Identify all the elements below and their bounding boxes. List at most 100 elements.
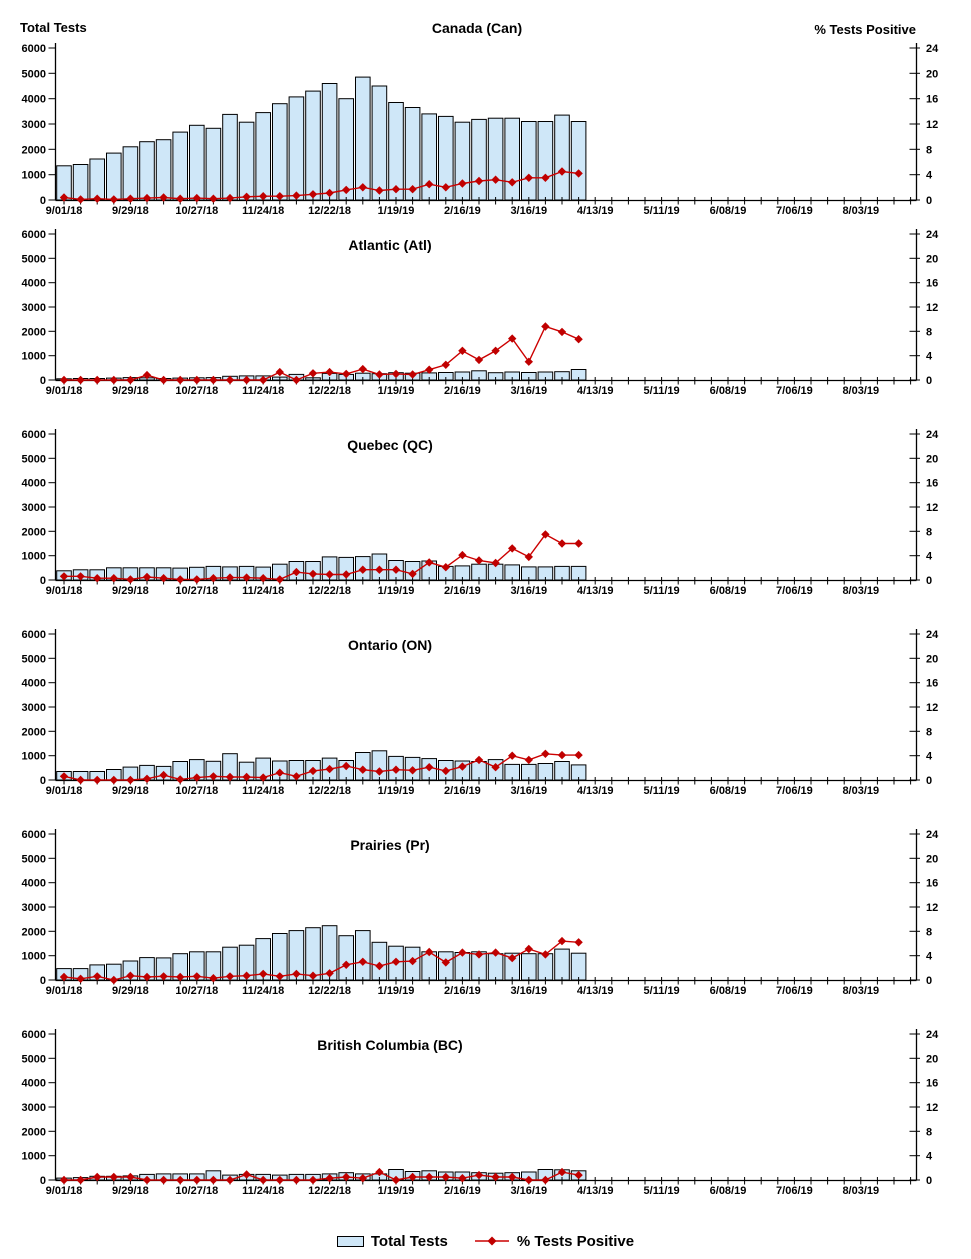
x-tick-label: 6/08/19 xyxy=(710,585,747,597)
x-tick-label: 2/16/19 xyxy=(444,785,481,797)
bar xyxy=(487,953,504,981)
x-tick-label: 4/13/19 xyxy=(577,785,614,797)
marker-diamond-icon xyxy=(176,972,185,982)
left-tick-label: 2000 xyxy=(22,726,46,738)
legend-bar-swatch xyxy=(336,1235,364,1247)
left-tick-label: 5000 xyxy=(22,1053,46,1065)
x-tick-label: 8/03/19 xyxy=(842,785,879,797)
x-tick-label: 6/08/19 xyxy=(710,785,747,797)
x-tick-label: 1/19/19 xyxy=(378,785,415,797)
bar xyxy=(172,131,188,201)
bar xyxy=(537,121,554,201)
legend-pct-positive-label: % Tests Positive xyxy=(516,1232,635,1250)
right-axis: 24 20 16 12 8 4 0 xyxy=(909,229,939,387)
marker-diamond-icon xyxy=(259,375,268,385)
marker-diamond-icon xyxy=(541,749,550,758)
bars-series xyxy=(56,750,587,781)
right-tick-label: 24 xyxy=(926,429,939,441)
x-tick-label: 12/22/18 xyxy=(308,385,351,397)
marker-diamond-icon xyxy=(225,972,235,981)
marker-diamond-icon xyxy=(474,556,484,565)
bar xyxy=(222,113,238,201)
marker-diamond-icon xyxy=(176,775,185,784)
x-tick-label: 11/24/18 xyxy=(242,985,284,997)
marker-diamond-icon xyxy=(491,346,500,355)
pct-positive-markers xyxy=(59,167,583,204)
marker-diamond-icon xyxy=(557,327,567,337)
marker-diamond-icon xyxy=(508,751,517,760)
chart-panel-prairies: 9/01/18 9/29/18 10/27/18 11/24/18 12/22/18 1/… xyxy=(22,829,939,997)
x-tick-label: 9/29/18 xyxy=(112,985,149,997)
marker-diamond-icon xyxy=(524,755,533,765)
marker-diamond-icon xyxy=(159,972,168,981)
left-tick-label: 5000 xyxy=(22,68,46,80)
marker-diamond-icon xyxy=(441,183,450,192)
marker-diamond-icon xyxy=(524,173,533,182)
chart-legend: Total Tests % Tests Positive xyxy=(0,1224,971,1258)
x-tick-label: 10/27/18 xyxy=(175,1185,218,1197)
marker-diamond-icon xyxy=(574,335,583,344)
x-tick-label: 6/08/19 xyxy=(710,205,747,217)
left-axis: 6000 5000 4000 3000 2000 1000 0 xyxy=(22,829,57,987)
right-tick-label: 24 xyxy=(926,629,939,641)
right-tick-label: 4 xyxy=(926,170,933,182)
x-tick-label: 5/11/19 xyxy=(644,1185,680,1197)
left-tick-label: 2000 xyxy=(22,926,46,938)
marker-diamond-icon xyxy=(391,1175,401,1185)
marker-diamond-icon xyxy=(159,193,168,202)
right-tick-label: 16 xyxy=(926,94,938,106)
bar xyxy=(521,121,537,201)
right-tick-label: 16 xyxy=(926,678,938,690)
left-tick-label: 3000 xyxy=(22,502,46,514)
right-tick-label: 8 xyxy=(926,1126,932,1138)
right-tick-label: 16 xyxy=(926,478,938,490)
right-tick-label: 12 xyxy=(926,119,938,131)
marker-diamond-icon xyxy=(209,375,218,385)
bars-series xyxy=(56,925,587,981)
x-tick-label: 8/03/19 xyxy=(842,1185,879,1197)
right-tick-label: 4 xyxy=(926,751,933,763)
x-tick-label: 9/01/18 xyxy=(46,1185,83,1197)
marker-diamond-icon xyxy=(242,192,251,201)
left-tick-label: 2000 xyxy=(22,144,46,156)
x-tick-label: 5/11/19 xyxy=(644,985,680,997)
marker-diamond-icon xyxy=(59,772,69,781)
right-axis: 24 20 16 12 8 4 0 xyxy=(909,1029,939,1187)
marker-diamond-icon xyxy=(441,1172,450,1182)
x-tick-label: 9/29/18 xyxy=(112,205,149,217)
marker-diamond-icon xyxy=(76,572,85,581)
marker-diamond-icon xyxy=(59,375,69,385)
chart-panel-atlantic: 9/01/18 9/29/18 10/27/18 11/24/18 12/22/18 1/… xyxy=(22,229,939,397)
marker-diamond-icon xyxy=(574,938,583,947)
chart-title: British Columbia (BC) xyxy=(317,1037,462,1053)
marker-diamond-icon xyxy=(358,957,367,966)
marker-diamond-icon xyxy=(192,193,201,203)
marker-diamond-icon xyxy=(375,1167,384,1177)
right-tick-label: 8 xyxy=(926,144,932,156)
x-tick-label: 2/16/19 xyxy=(444,985,481,997)
right-tick-label: 0 xyxy=(926,975,932,987)
marker-diamond-icon xyxy=(474,1170,484,1180)
marker-diamond-icon xyxy=(76,375,85,385)
marker-diamond-icon xyxy=(574,750,583,760)
marker-diamond-icon xyxy=(425,1172,434,1182)
bar xyxy=(288,96,305,201)
left-tick-label: 4000 xyxy=(22,278,46,290)
marker-diamond-icon xyxy=(259,192,268,201)
left-tick-label: 5000 xyxy=(22,653,46,665)
marker-diamond-icon xyxy=(508,1172,517,1182)
marker-diamond-icon xyxy=(209,1175,218,1185)
marker-diamond-icon xyxy=(408,370,417,379)
marker-diamond-icon xyxy=(308,1175,318,1185)
left-tick-label: 3000 xyxy=(22,302,46,314)
marker-diamond-icon xyxy=(142,193,152,203)
legend-total-tests-label: Total Tests xyxy=(370,1232,448,1250)
right-tick-label: 20 xyxy=(926,1053,938,1065)
right-axis: 24 20 16 12 8 4 0 xyxy=(909,829,939,987)
marker-diamond-icon xyxy=(557,936,567,946)
left-tick-label: 1000 xyxy=(22,351,46,363)
right-axis: 24 20 16 12 8 4 0 xyxy=(909,629,939,787)
pct-positive-markers xyxy=(59,1167,583,1185)
x-tick-label: 6/08/19 xyxy=(710,385,747,397)
